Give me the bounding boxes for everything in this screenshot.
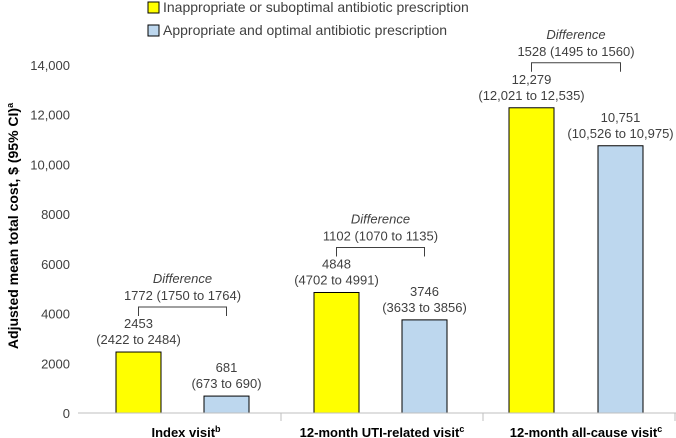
category-label-superscript: c bbox=[459, 424, 464, 434]
y-axis-label-superscript: a bbox=[5, 102, 15, 108]
bar-value-label: 681 bbox=[216, 360, 238, 375]
difference-bracket bbox=[336, 246, 425, 257]
value-labels: 2453(2422 to 2484) 4848(4702 to 4991) 12,2… bbox=[96, 72, 673, 391]
bars bbox=[115, 107, 644, 414]
bar-appropriate bbox=[597, 145, 644, 414]
bar-value-label: 2453 bbox=[124, 316, 153, 331]
difference-value: 1102 (1070 to 1135) bbox=[323, 228, 438, 243]
bar-value-label: 10,751 bbox=[601, 110, 641, 125]
category-label-text: 12-month all-cause visit bbox=[510, 425, 658, 438]
difference-title: Difference bbox=[546, 27, 605, 42]
category-labels: Index visitb 12-month UTI-related visitc 1… bbox=[151, 424, 662, 438]
bar-appropriate bbox=[401, 319, 448, 414]
category-label: 12-month all-cause visitc bbox=[510, 424, 662, 438]
y-tick-label: 10,000 bbox=[30, 157, 70, 172]
y-tick-label: 4000 bbox=[41, 307, 70, 322]
bar-ci-label: (10,526 to 10,975) bbox=[567, 126, 673, 141]
bar-ci-label: (673 to 690) bbox=[191, 376, 261, 391]
bar-ci-label: (4702 to 4991) bbox=[294, 272, 379, 287]
bar-value-label: 12,279 bbox=[512, 72, 552, 87]
legend: Inappropriate or suboptimal antibiotic p… bbox=[147, 0, 469, 38]
category-label-text: Index visit bbox=[151, 425, 215, 438]
category-label-superscript: b bbox=[215, 424, 221, 434]
difference-annotations: Difference 1772 (1750 to 1764) Difference 1… bbox=[124, 27, 635, 317]
y-axis-label: Adjusted mean total cost, $ (95% CI)a bbox=[5, 102, 21, 349]
bar-ci-label: (12,021 to 12,535) bbox=[478, 88, 584, 103]
category-label-text: 12-month UTI-related visit bbox=[300, 425, 460, 438]
bar-appropriate bbox=[203, 395, 250, 414]
bar-value-label: 3746 bbox=[410, 284, 439, 299]
y-axis-ticks: 0 2000 4000 6000 8000 10,000 12,000 14,000 bbox=[30, 58, 70, 421]
category-label: 12-month UTI-related visitc bbox=[300, 424, 465, 438]
y-axis-label-text: Adjusted mean total cost, $ (95% CI) bbox=[5, 108, 21, 349]
bar-inappropriate bbox=[115, 351, 162, 414]
bar-value-label: 4848 bbox=[322, 256, 351, 271]
legend-label-appropriate: Appropriate and optimal antibiotic presc… bbox=[163, 22, 447, 38]
y-tick-label: 0 bbox=[63, 406, 70, 421]
difference-value: 1772 (1750 to 1764) bbox=[124, 288, 241, 303]
y-tick-label: 14,000 bbox=[30, 58, 70, 73]
bar-inappropriate bbox=[508, 107, 555, 414]
y-tick-label: 6000 bbox=[41, 257, 70, 272]
category-label-superscript: c bbox=[657, 424, 662, 434]
bar-ci-label: (2422 to 2484) bbox=[96, 332, 181, 347]
y-tick-label: 12,000 bbox=[30, 108, 70, 123]
difference-bracket bbox=[138, 306, 227, 317]
difference-title: Difference bbox=[153, 271, 212, 286]
legend-swatch-appropriate bbox=[147, 24, 160, 37]
difference-title: Difference bbox=[351, 211, 410, 226]
category-label: Index visitb bbox=[151, 424, 221, 438]
bar-ci-label: (3633 to 3856) bbox=[382, 300, 467, 315]
bar-inappropriate bbox=[313, 291, 360, 414]
legend-label-inappropriate: Inappropriate or suboptimal antibiotic p… bbox=[163, 0, 469, 15]
difference-bracket bbox=[531, 62, 621, 72]
legend-swatch-inappropriate bbox=[147, 1, 160, 14]
difference-value: 1528 (1495 to 1560) bbox=[517, 44, 634, 59]
y-tick-label: 2000 bbox=[41, 356, 70, 371]
y-tick-label: 8000 bbox=[41, 207, 70, 222]
